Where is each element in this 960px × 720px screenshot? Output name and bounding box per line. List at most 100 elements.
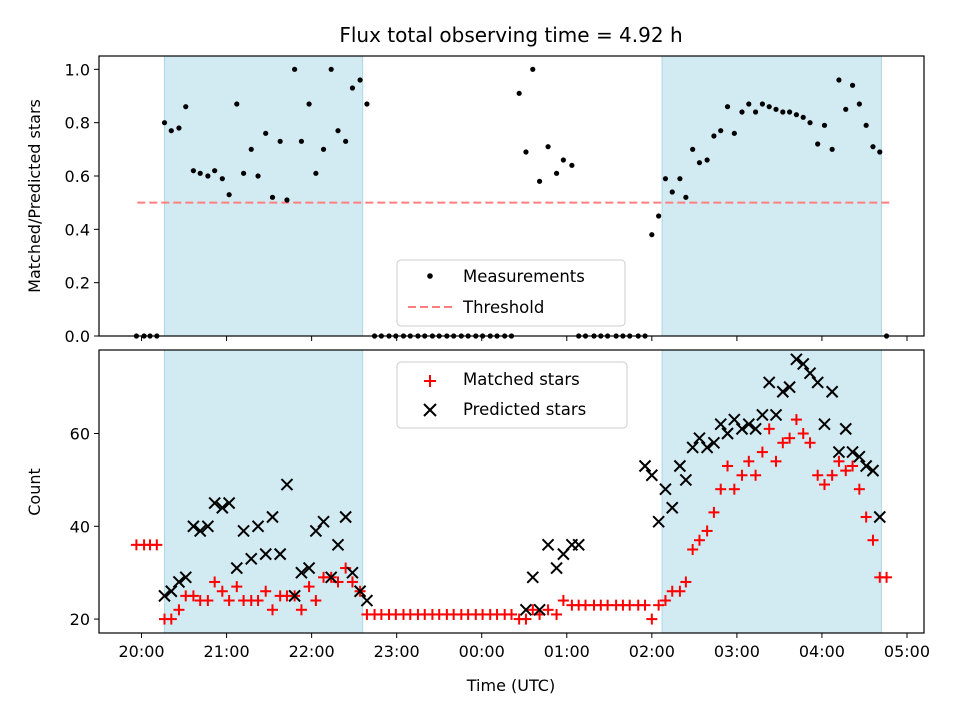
predicted-star-point: [797, 357, 810, 371]
matched-star-point: [708, 506, 720, 518]
bot-xtick-label: 20:00: [118, 642, 164, 661]
measurement-point: [269, 194, 276, 200]
predicted-star-point: [533, 603, 546, 617]
predicted-star-point: [735, 422, 749, 436]
predicted-star-point: [346, 566, 359, 579]
predicted-star-point: [853, 450, 866, 463]
measurement-point: [815, 141, 821, 147]
matched-star-point: [790, 414, 802, 426]
matched-star-point: [173, 604, 185, 616]
predicted-star-point: [165, 585, 178, 598]
matched-star-point: [687, 543, 699, 555]
measurement-point: [849, 82, 856, 88]
measurement-point: [877, 149, 883, 155]
matched-star-point: [756, 446, 768, 458]
measurement-point: [545, 144, 551, 150]
measurement-point: [343, 138, 349, 144]
predicted-star-point: [216, 501, 229, 514]
measurement-point: [863, 122, 869, 128]
matched-star-point: [722, 460, 734, 472]
matched-star-point: [736, 469, 748, 481]
bottom-matched-layer: [130, 414, 893, 625]
matched-star-point: [867, 534, 879, 546]
measurement-point: [197, 170, 203, 176]
predicted-star-point: [295, 566, 308, 579]
measurement-point: [357, 77, 363, 83]
matched-star-point: [750, 469, 762, 481]
bot-ytick-label: 60: [70, 425, 90, 444]
predicted-star-point: [288, 589, 301, 603]
top-ytick-label: 0.8: [65, 114, 90, 133]
predicted-star-point: [832, 445, 846, 459]
bottom-predicted-layer: [158, 353, 886, 617]
predicted-star-point: [839, 422, 852, 436]
measurement-point: [669, 189, 675, 195]
predicted-star-point: [811, 376, 824, 389]
predicted-star-point: [519, 603, 533, 617]
measurement-point: [263, 130, 269, 136]
predicted-star-point: [172, 575, 186, 589]
bottom-legend: Matched stars Predicted stars: [396, 361, 628, 429]
matched-star-point: [340, 562, 352, 574]
predicted-star-point: [638, 459, 652, 473]
matched-star-point: [847, 460, 859, 472]
predicted-star-point: [572, 538, 585, 552]
bot-xtick-label: 03:00: [714, 642, 760, 661]
matched-star-point: [770, 455, 782, 467]
predicted-star-point: [762, 376, 776, 389]
measurement-point: [364, 101, 370, 107]
predicted-star-point: [645, 469, 659, 482]
measurement-point: [240, 170, 247, 176]
matched-star-point: [840, 465, 852, 477]
measurement-point: [752, 109, 759, 115]
measurement-point: [553, 170, 560, 176]
measurement-point: [677, 176, 683, 182]
predicted-star-point: [194, 524, 207, 538]
predicted-star-point: [309, 524, 323, 538]
matched-star-point: [303, 581, 315, 593]
measurement-point: [711, 133, 717, 139]
top-legend-box: [396, 259, 626, 327]
matched-star-point: [267, 604, 279, 616]
predicted-star-point: [179, 571, 192, 584]
bot-xtick-label: 04:00: [799, 642, 845, 661]
bot-ytick-label: 40: [70, 517, 90, 536]
bot-xtick-label: 00:00: [459, 642, 505, 661]
bot-shade-band-0: [163, 349, 364, 634]
predicted-star-point: [721, 427, 734, 440]
measurement-point: [530, 66, 536, 72]
measurement-point: [696, 160, 703, 166]
matched-star-point: [542, 604, 554, 616]
predicted-star-point: [324, 571, 338, 584]
predicted-star-point: [353, 585, 367, 598]
measurement-point: [168, 128, 174, 134]
matched-star-point: [743, 455, 755, 467]
matched-star-point: [784, 432, 796, 444]
measurement-point: [298, 138, 305, 144]
measurement-point: [320, 146, 327, 152]
top-shade-band-0: [163, 55, 364, 337]
matched-star-point: [833, 455, 845, 467]
legend-predicted-marker: [423, 403, 437, 417]
predicted-star-point: [866, 464, 880, 477]
measurement-point: [731, 130, 737, 136]
matched-star-point: [346, 576, 358, 588]
predicted-star-point: [245, 552, 258, 565]
bottom-x-label: Time (UTC): [466, 676, 555, 695]
bottom-legend-box: [396, 361, 628, 429]
measurement-point: [306, 101, 312, 107]
predicted-star-point: [790, 353, 803, 366]
measurement-point: [649, 232, 655, 238]
measurement-point: [870, 144, 876, 150]
top-ytick-label: 1.0: [65, 60, 90, 79]
measurement-point: [248, 146, 254, 152]
measurement-point: [759, 101, 766, 107]
measurement-point: [176, 125, 182, 131]
matched-star-point: [818, 479, 830, 491]
matched-star-point: [310, 595, 322, 607]
measurement-point: [255, 173, 261, 179]
matched-star-point: [151, 539, 163, 551]
predicted-star-point: [693, 431, 706, 445]
predicted-star-point: [776, 385, 790, 398]
top-y-ticks: 0.0 0.2 0.4 0.6 0.8 1.0: [65, 60, 99, 346]
